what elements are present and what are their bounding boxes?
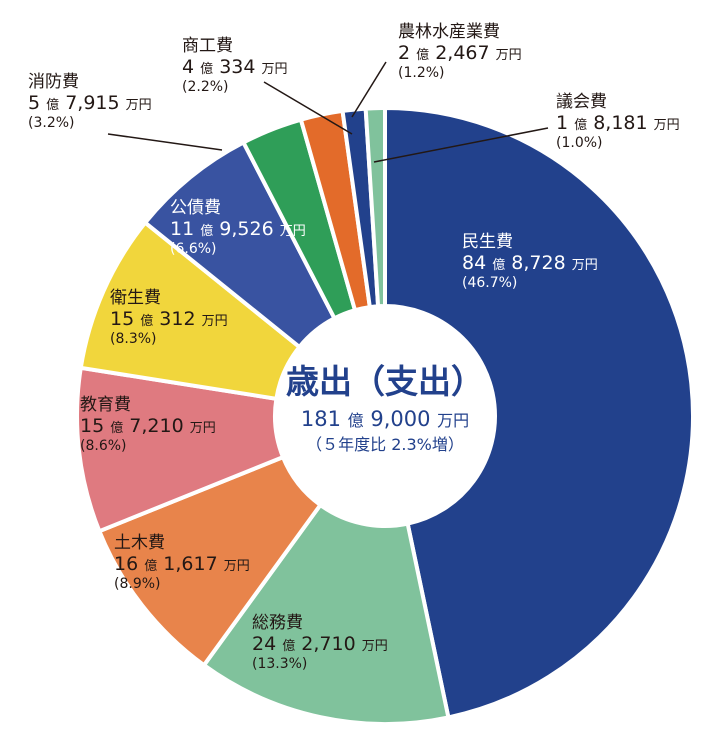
slice-percent: (8.9%) xyxy=(114,576,161,593)
slice-percent: (8.6%) xyxy=(80,438,127,455)
slice-label-2: 土木費 16 億 1,617 万円 (8.9%) xyxy=(114,533,250,593)
slice-name: 土木費 xyxy=(114,533,165,553)
slice-name: 衛生費 xyxy=(110,288,161,308)
slice-amount: 16 億 1,617 万円 xyxy=(114,553,250,576)
slice-percent: (46.7%) xyxy=(462,275,518,292)
slice-1 xyxy=(201,502,451,726)
total-amount: 181 億 9,000 万円 xyxy=(300,407,470,431)
slice-name: 消防費 xyxy=(28,72,79,92)
slice-amount: 15 億 7,210 万円 xyxy=(80,415,216,438)
slice-amount: 15 億 312 万円 xyxy=(110,308,228,331)
slice-amount: 24 億 2,710 万円 xyxy=(252,633,388,656)
slice-name: 公債費 xyxy=(170,198,221,218)
slice-label-6: 消防費 5 億 7,915 万円 (3.2%) xyxy=(28,72,152,132)
slice-percent: (8.3%) xyxy=(110,331,157,348)
slice-0 xyxy=(383,105,695,720)
slice-label-4: 衛生費 15 億 312 万円 (8.3%) xyxy=(110,288,228,348)
slice-label-3: 教育費 15 億 7,210 万円 (8.6%) xyxy=(80,395,216,455)
slice-label-9: 議会費 1 億 8,181 万円 (1.0%) xyxy=(556,92,680,152)
chart-title: 歳出（支出） xyxy=(286,362,484,401)
slice-label-1: 総務費 24 億 2,710 万円 (13.3%) xyxy=(252,613,388,673)
slice-name: 農林水産業費 xyxy=(398,22,500,42)
slice-amount: 84 億 8,728 万円 xyxy=(462,252,598,275)
slice-label-8: 農林水産業費 2 億 2,467 万円 (1.2%) xyxy=(398,22,522,82)
slice-amount: 5 億 7,915 万円 xyxy=(28,92,152,115)
slice-amount: 11 億 9,526 万円 xyxy=(170,218,306,241)
leader-line-7 xyxy=(263,81,353,135)
slice-percent: (6.6%) xyxy=(170,241,217,258)
slice-name: 教育費 xyxy=(80,395,131,415)
slice-amount: 4 億 334 万円 xyxy=(182,56,288,79)
slice-label-7: 商工費 4 億 334 万円 (2.2%) xyxy=(182,36,288,96)
center-total: 歳出（支出） 181 億 9,000 万円 （５年度比 2.3%増） xyxy=(275,355,495,455)
slice-9 xyxy=(363,105,387,309)
slice-label-0: 民生費 84 億 8,728 万円 (46.7%) xyxy=(462,232,598,292)
slice-name: 総務費 xyxy=(252,613,303,633)
leader-line-9 xyxy=(373,127,549,163)
slice-percent: (1.0%) xyxy=(556,135,603,152)
slice-label-5: 公債費 11 億 9,526 万円 (6.6%) xyxy=(170,198,306,258)
slice-amount: 1 億 8,181 万円 xyxy=(556,112,680,135)
slice-percent: (13.3%) xyxy=(252,656,308,673)
slice-percent: (3.2%) xyxy=(28,115,75,132)
slice-percent: (2.2%) xyxy=(182,79,229,96)
slice-name: 議会費 xyxy=(556,92,607,112)
slice-name: 民生費 xyxy=(462,232,513,252)
slice-name: 商工費 xyxy=(182,36,233,56)
leader-line-8 xyxy=(351,61,387,118)
slice-3 xyxy=(75,365,286,534)
slice-amount: 2 億 2,467 万円 xyxy=(398,42,522,65)
leader-line-6 xyxy=(107,133,223,151)
total-change: （５年度比 2.3%増） xyxy=(306,435,464,454)
slice-percent: (1.2%) xyxy=(398,65,445,82)
